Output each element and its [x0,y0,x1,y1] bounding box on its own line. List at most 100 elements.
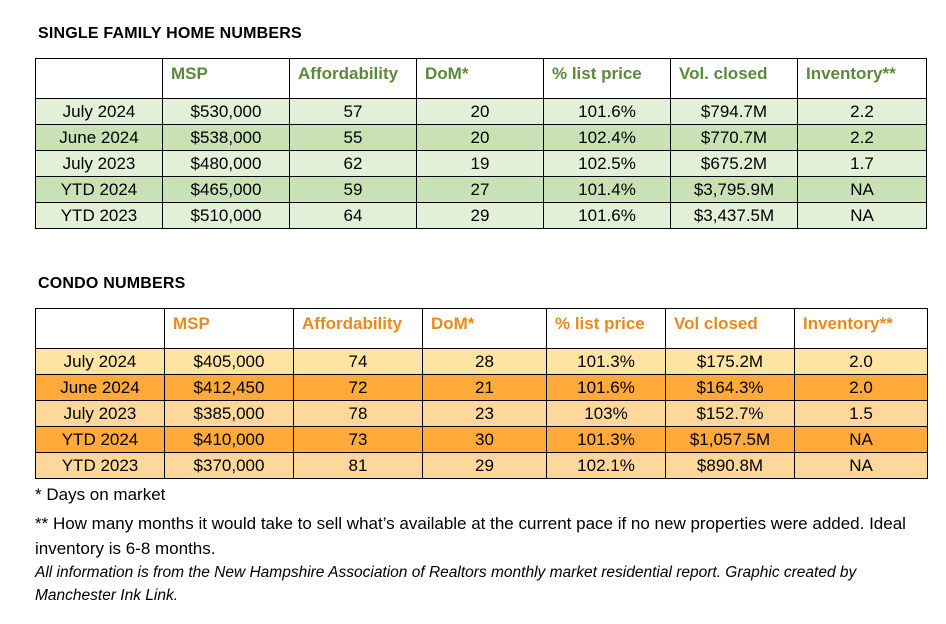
table-cell: $370,000 [164,452,294,479]
table-cell: July 2023 [35,400,165,427]
table-cell: 57 [289,98,417,125]
table-row: YTD 2023 $510,000 64 29 101.6% $3,437.5M… [35,202,927,229]
table-cell: 102.1% [546,452,666,479]
table-cell: 62 [289,150,417,177]
table-cell: $175.2M [665,348,795,375]
table-row: YTD 2023 $370,000 81 29 102.1% $890.8M N… [35,452,928,479]
table-cell: 101.4% [543,176,671,203]
table-cell: YTD 2023 [35,202,163,229]
header-cell-inventory: Inventory** [797,58,927,99]
table-cell: $770.7M [670,124,798,151]
table-row: June 2024 $538,000 55 20 102.4% $770.7M … [35,124,927,151]
table-header-row: MSP Affordability DoM* % list price Vol.… [35,58,927,99]
header-cell-dom: DoM* [416,58,544,99]
table-cell: 74 [293,348,423,375]
table-cell: YTD 2024 [35,176,163,203]
table-cell: 102.4% [543,124,671,151]
table-cell: 59 [289,176,417,203]
table-cell: $3,795.9M [670,176,798,203]
table-cell: 30 [422,426,547,453]
table-row: June 2024 $412,450 72 21 101.6% $164.3% … [35,374,928,401]
table-cell: 21 [422,374,547,401]
table-cell: 19 [416,150,544,177]
table-cell: 29 [416,202,544,229]
table-cell: $480,000 [162,150,290,177]
table-cell: 28 [422,348,547,375]
condo-table: MSP Affordability DoM* % list price Vol … [35,308,928,479]
table-cell: $530,000 [162,98,290,125]
table-cell: 2.2 [797,124,927,151]
table-cell: $152.7% [665,400,795,427]
table-cell: 101.6% [543,98,671,125]
table-cell: $410,000 [164,426,294,453]
table-cell: $675.2M [670,150,798,177]
table-cell: 101.3% [546,348,666,375]
table-cell: 2.0 [794,348,928,375]
table-cell: 2.0 [794,374,928,401]
table-cell: 72 [293,374,423,401]
table-cell: 78 [293,400,423,427]
table-cell: 1.5 [794,400,928,427]
table-cell: 1.7 [797,150,927,177]
table-row: July 2024 $530,000 57 20 101.6% $794.7M … [35,98,927,125]
table-cell: June 2024 [35,124,163,151]
dom-footnote: * Days on market [35,485,166,504]
table-cell: NA [794,452,928,479]
table-cell: 23 [422,400,547,427]
table-row: YTD 2024 $465,000 59 27 101.4% $3,795.9M… [35,176,927,203]
table-row: July 2023 $480,000 62 19 102.5% $675.2M … [35,150,927,177]
table-cell: June 2024 [35,374,165,401]
header-cell-dom: DoM* [422,308,547,349]
single-family-table: MSP Affordability DoM* % list price Vol.… [35,58,927,229]
table-cell: $890.8M [665,452,795,479]
table-header-row: MSP Affordability DoM* % list price Vol … [35,308,928,349]
table-cell: 101.6% [546,374,666,401]
source-note: All information is from the New Hampshir… [35,564,857,604]
table-cell: 20 [416,98,544,125]
table-cell: $164.3% [665,374,795,401]
header-cell-vol-closed: Vol closed [665,308,795,349]
table-row: July 2024 $405,000 74 28 101.3% $175.2M … [35,348,928,375]
table-cell: 103% [546,400,666,427]
table-cell: $385,000 [164,400,294,427]
header-cell-affordability: Affordability [289,58,417,99]
table-row: July 2023 $385,000 78 23 103% $152.7% 1.… [35,400,928,427]
table-cell: 64 [289,202,417,229]
table-cell: $1,057.5M [665,426,795,453]
table-cell: $465,000 [162,176,290,203]
table-cell: NA [794,426,928,453]
table-cell: 102.5% [543,150,671,177]
table-cell: 2.2 [797,98,927,125]
table-cell: 27 [416,176,544,203]
table-cell: 73 [293,426,423,453]
table-cell: $510,000 [162,202,290,229]
table-cell: 101.3% [546,426,666,453]
condo-title: CONDO NUMBERS [38,275,186,292]
table-cell: $538,000 [162,124,290,151]
table-cell: $3,437.5M [670,202,798,229]
table-cell: 20 [416,124,544,151]
table-cell: July 2023 [35,150,163,177]
header-cell-inventory: Inventory** [794,308,928,349]
table-cell: July 2024 [35,98,163,125]
header-cell-vol-closed: Vol. closed [670,58,798,99]
header-cell-list-price: % list price [543,58,671,99]
table-cell: NA [797,176,927,203]
header-cell-affordability: Affordability [293,308,423,349]
header-cell [35,308,165,349]
header-cell-msp: MSP [162,58,290,99]
table-cell: NA [797,202,927,229]
table-cell: $794.7M [670,98,798,125]
table-cell: $412,450 [164,374,294,401]
table-cell: 81 [293,452,423,479]
header-cell-list-price: % list price [546,308,666,349]
table-cell: 101.6% [543,202,671,229]
table-cell: 55 [289,124,417,151]
table-cell: 29 [422,452,547,479]
header-cell-msp: MSP [164,308,294,349]
header-cell [35,58,163,99]
table-cell: $405,000 [164,348,294,375]
single-family-title: SINGLE FAMILY HOME NUMBERS [38,25,302,42]
table-cell: July 2024 [35,348,165,375]
table-cell: YTD 2023 [35,452,165,479]
